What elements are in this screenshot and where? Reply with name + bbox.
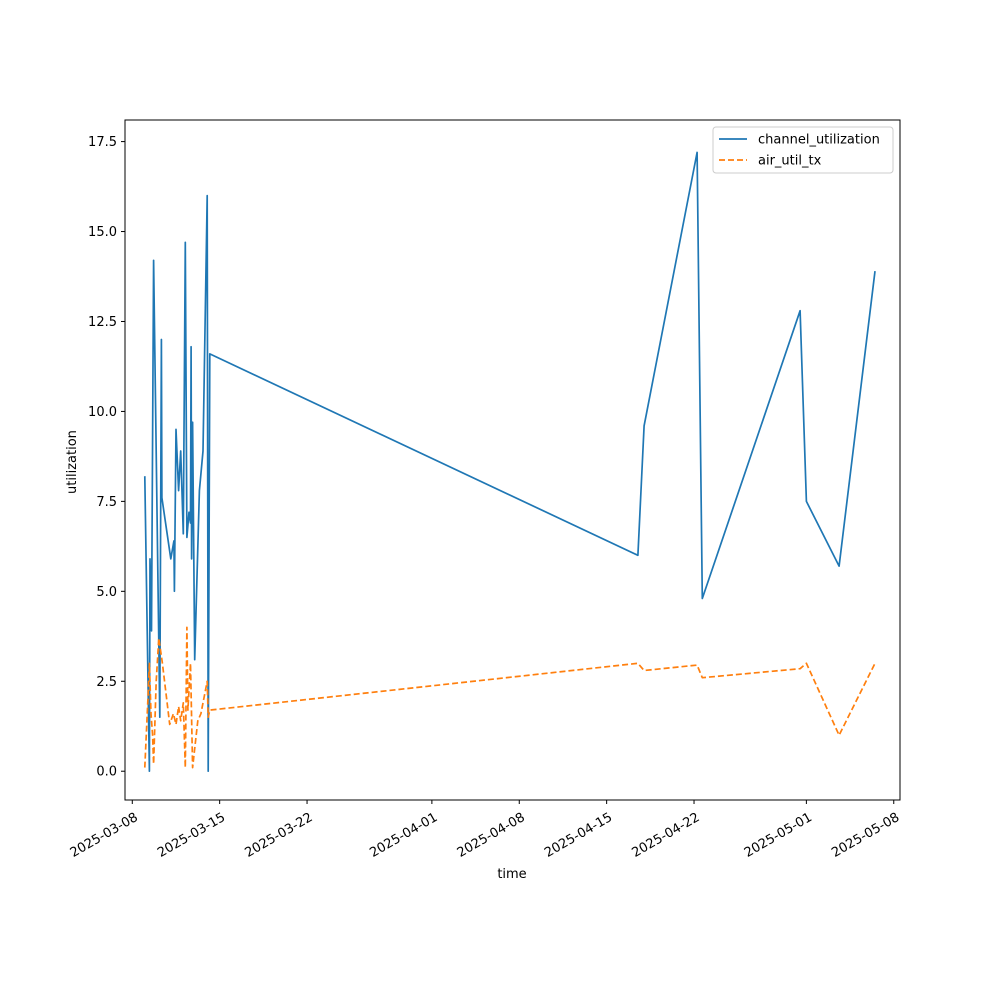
legend-box (712, 126, 894, 174)
series-line-air-util-tx (143, 626, 876, 769)
legend: channel_utilization air_util_tx (712, 126, 894, 174)
series-layer (143, 151, 876, 773)
plot-frame (124, 119, 901, 801)
y-tick-label: 15.0 (88, 225, 117, 240)
y-tick-label: 2.5 (96, 675, 117, 690)
y-tick-label: 12.5 (88, 315, 117, 330)
y-tick-label: 17.5 (88, 135, 117, 150)
y-tick-label: 0.0 (96, 765, 117, 780)
y-axis-label: utilization (65, 430, 80, 494)
legend-label: air_util_tx (758, 154, 822, 169)
y-tick-label: 10.0 (88, 405, 117, 420)
y-tick-label: 5.0 (96, 585, 117, 600)
y-axis: 0.0 2.5 5.0 7.5 10.0 12.5 15.0 17.5 (88, 135, 125, 780)
x-axis-label: time (497, 867, 526, 882)
legend-label: channel_utilization (758, 133, 880, 148)
series-line-channel-utilization (143, 151, 876, 773)
y-tick-label: 7.5 (96, 495, 117, 510)
